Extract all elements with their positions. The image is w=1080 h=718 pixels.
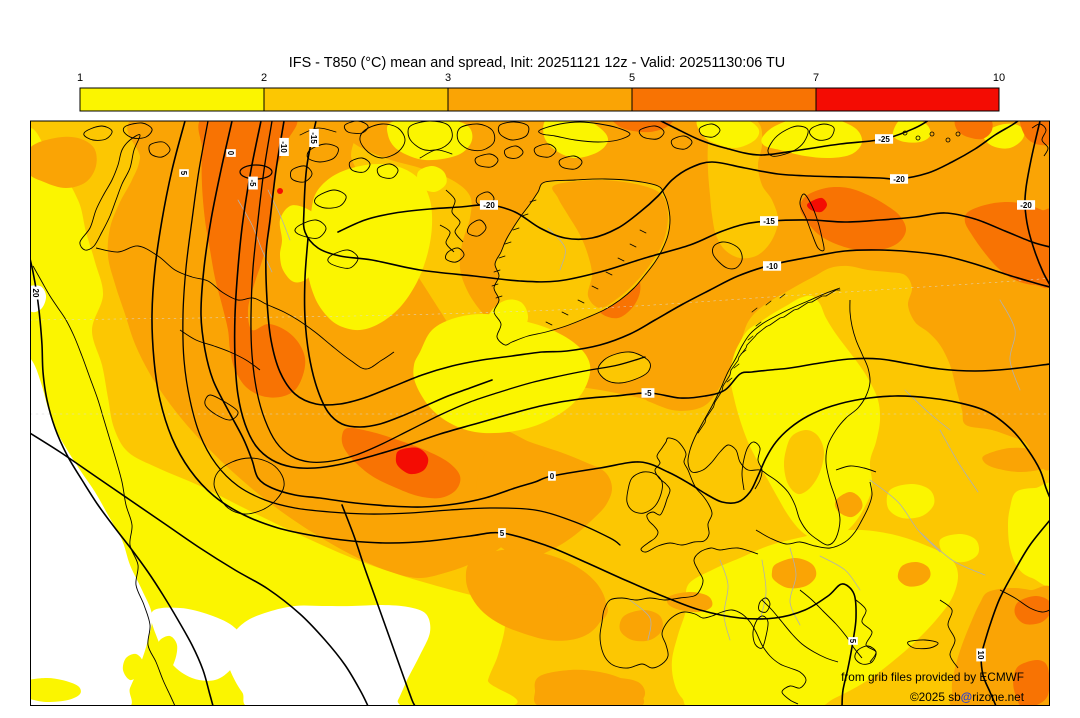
svg-text:-20: -20 <box>483 201 495 210</box>
svg-text:-10: -10 <box>279 141 288 153</box>
svg-text:20: 20 <box>31 289 40 298</box>
svg-text:5: 5 <box>179 171 188 176</box>
svg-text:-15: -15 <box>309 132 318 144</box>
svg-text:-20: -20 <box>893 175 905 184</box>
svg-text:5: 5 <box>500 529 505 538</box>
svg-text:-15: -15 <box>763 217 775 226</box>
svg-text:10: 10 <box>976 651 985 660</box>
svg-text:10: 10 <box>993 72 1005 84</box>
svg-text:1: 1 <box>77 72 83 84</box>
svg-text:-5: -5 <box>644 389 652 398</box>
svg-text:from grib files provided by EC: from grib files provided by ECMWF <box>841 670 1024 684</box>
svg-text:-25: -25 <box>878 135 890 144</box>
svg-text:5: 5 <box>848 639 857 644</box>
svg-text:©2025 sb@rizone.net: ©2025 sb@rizone.net <box>910 690 1025 704</box>
svg-text:0: 0 <box>226 151 235 156</box>
svg-text:7: 7 <box>813 72 819 84</box>
svg-text:5: 5 <box>629 72 635 84</box>
svg-text:3: 3 <box>445 72 451 84</box>
svg-text:-5: -5 <box>248 179 257 187</box>
svg-text:0: 0 <box>550 472 555 481</box>
svg-text:-10: -10 <box>766 262 778 271</box>
svg-text:-20: -20 <box>1020 201 1032 210</box>
svg-text:2: 2 <box>261 72 267 84</box>
svg-text:IFS - T850 (°C) mean and sprea: IFS - T850 (°C) mean and spread, Init: 2… <box>289 55 785 71</box>
